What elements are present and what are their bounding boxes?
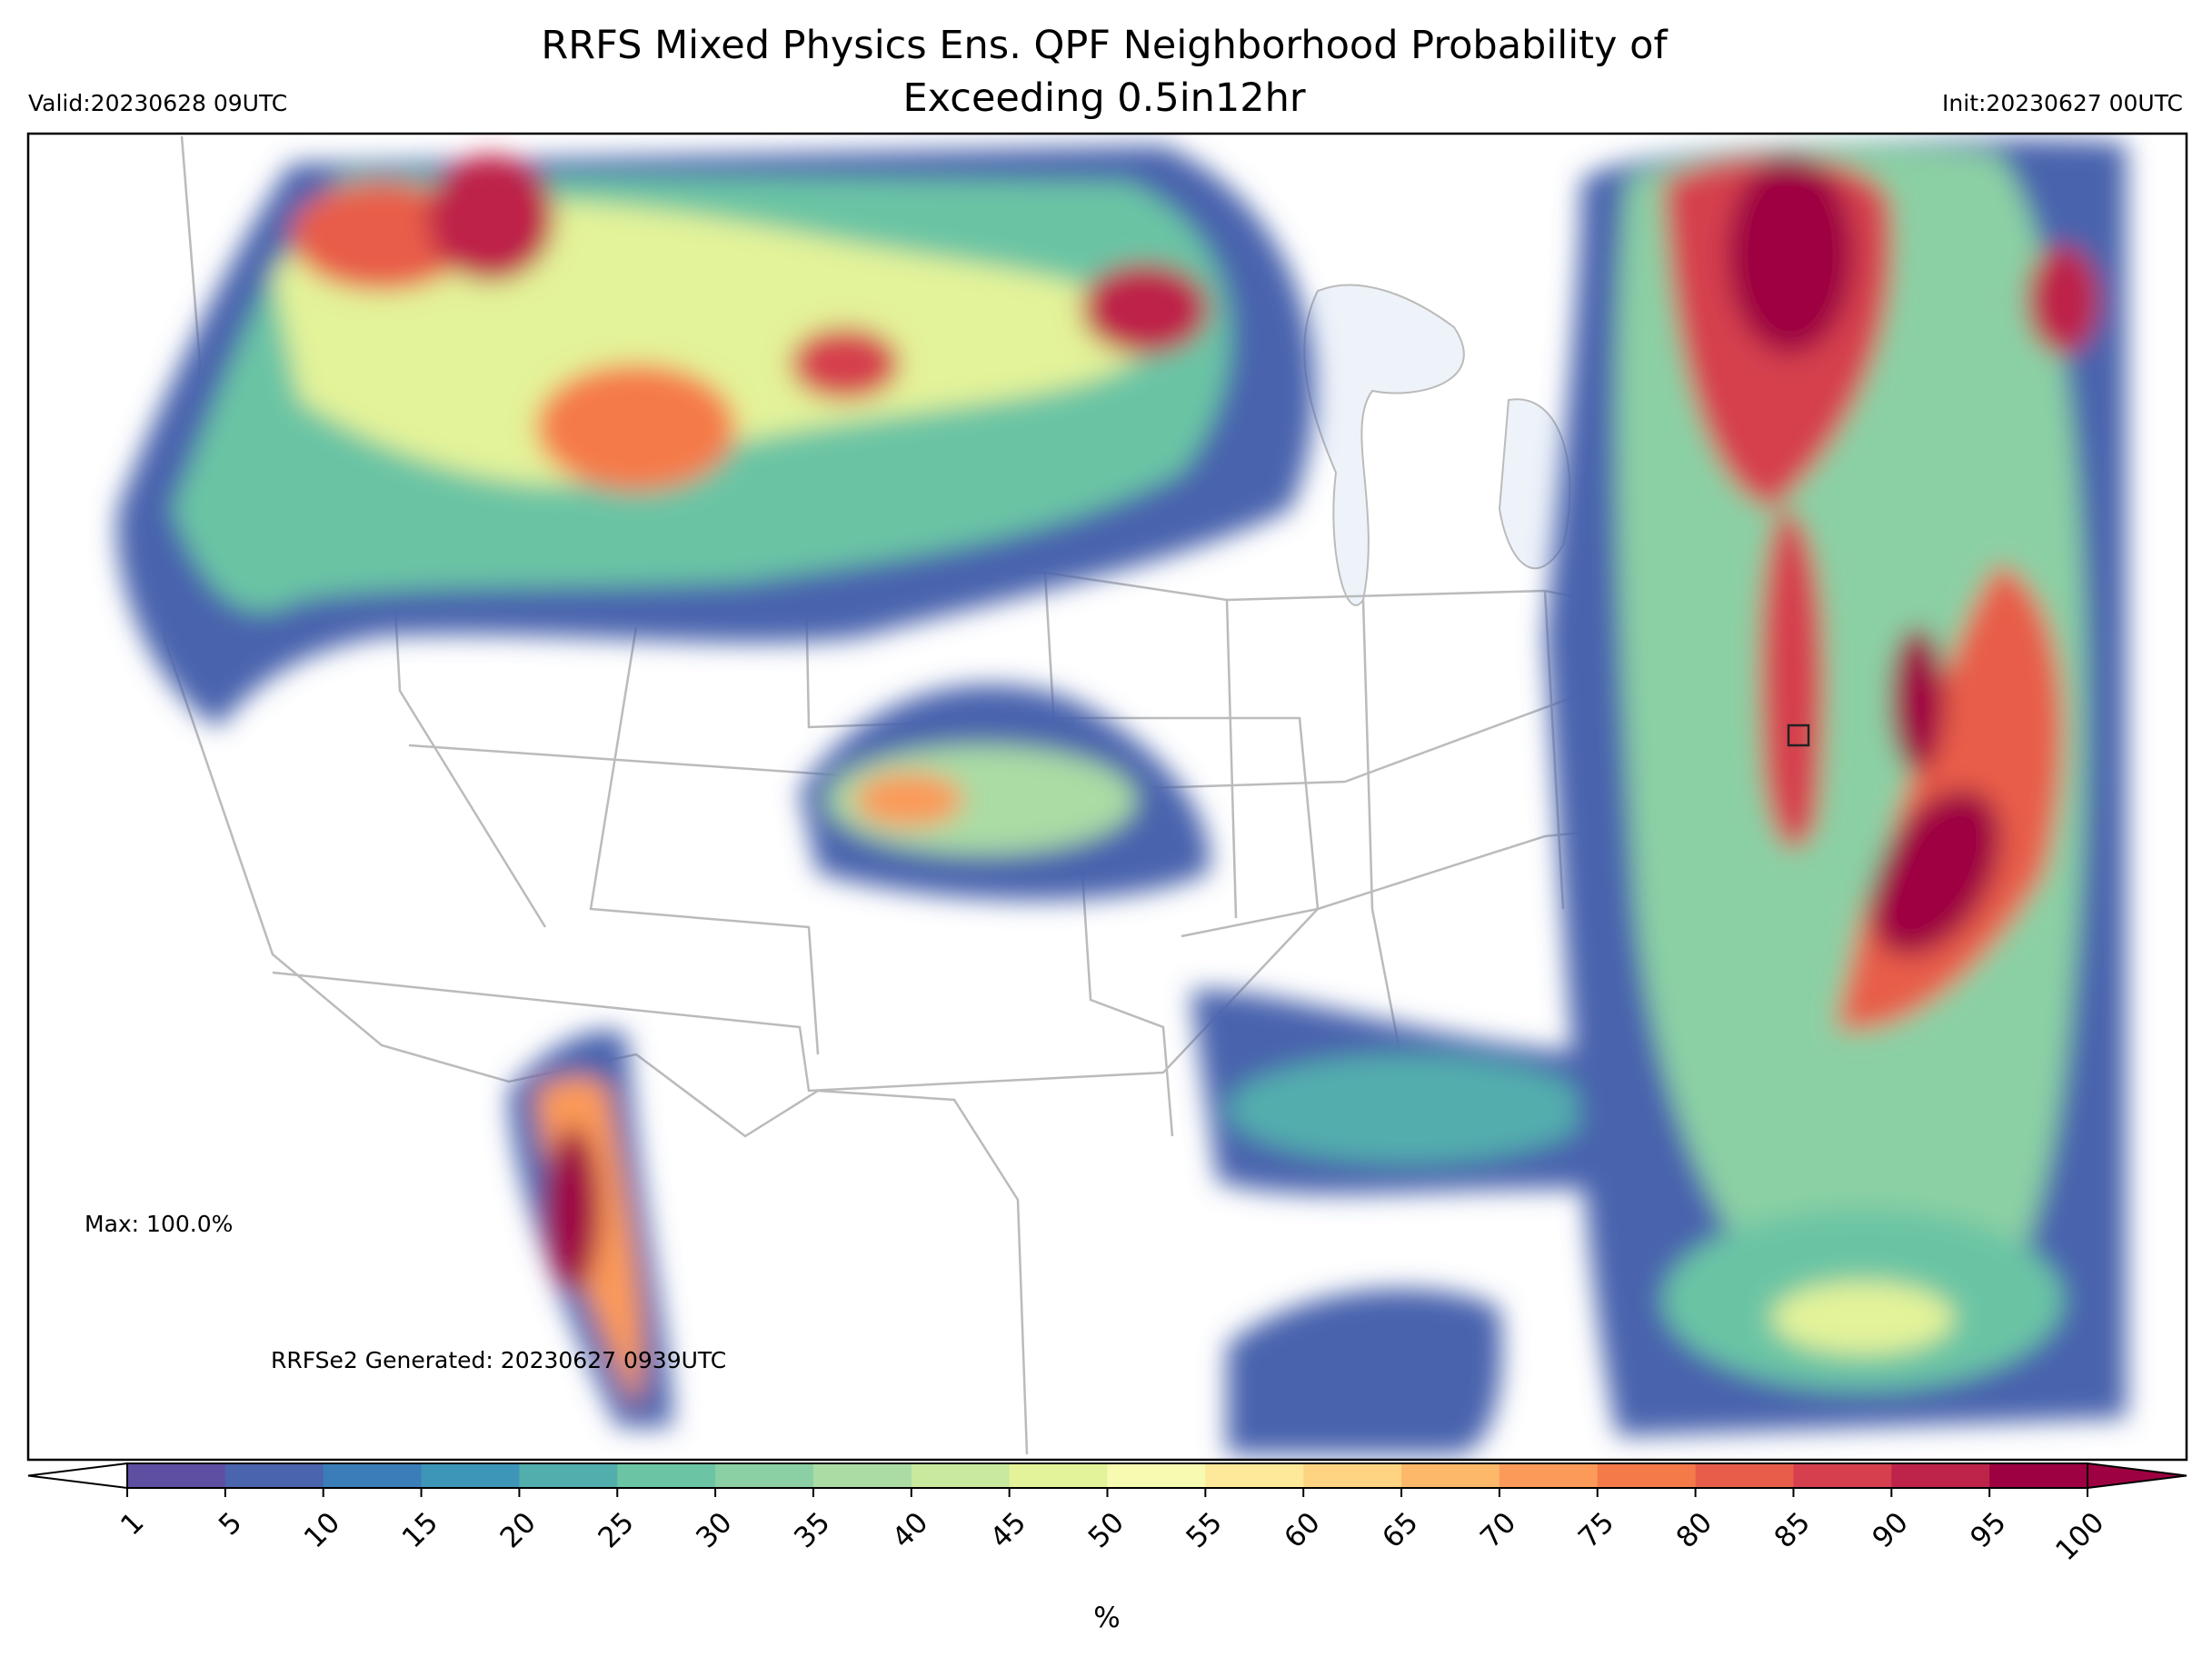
colorbar-segment xyxy=(421,1463,520,1488)
colorbar-tick-label: 70 xyxy=(1474,1506,1522,1554)
colorbar-label: % xyxy=(1093,1602,1120,1634)
colorbar-tick-label: 55 xyxy=(1180,1506,1228,1554)
colorbar-tick-label: 65 xyxy=(1376,1506,1424,1554)
colorbar-segment xyxy=(1989,1463,2088,1488)
colorbar-segment xyxy=(1891,1463,1990,1488)
colorbar-segment xyxy=(812,1463,912,1488)
colorbar-segment xyxy=(617,1463,716,1488)
title-line: RRFS Mixed Physics Ens. QPF Neighborhood… xyxy=(541,23,1668,68)
colorbar-tick-label: 35 xyxy=(788,1506,836,1554)
colorbar-segment xyxy=(519,1463,618,1488)
colorbar-segment xyxy=(1205,1463,1304,1488)
colorbar-tick-label: 95 xyxy=(1964,1506,2012,1554)
colorbar-tick-label: 40 xyxy=(886,1506,934,1554)
colorbar-segment xyxy=(1695,1463,1794,1488)
colorbar-over xyxy=(2087,1462,2187,1490)
map-frame xyxy=(26,132,2188,1462)
colorbar-segment xyxy=(1107,1463,1206,1488)
colorbar: 1 5 10 15 20 25 30 35 40 45 50 55 60 65 70 75 80 85 90 95 10… xyxy=(27,1462,2187,1567)
colorbar-tick-label: 85 xyxy=(1769,1506,1817,1554)
colorbar-segment xyxy=(1009,1463,1108,1488)
colorbar-tick-label: 90 xyxy=(1866,1506,1914,1554)
map xyxy=(28,134,2187,1460)
max-label: Max: 100.0% xyxy=(85,1211,233,1237)
colorbar-segment xyxy=(224,1463,324,1488)
colorbar-tick-label: 50 xyxy=(1082,1506,1131,1554)
colorbar-under xyxy=(27,1462,128,1490)
colorbar-segment xyxy=(127,1463,226,1488)
colorbar-tick-label: 60 xyxy=(1278,1506,1326,1554)
colorbar-tick-label: 20 xyxy=(494,1506,543,1554)
colorbar-segment xyxy=(1303,1463,1402,1488)
colorbar-tick-label: 75 xyxy=(1572,1506,1620,1554)
colorbar-segment xyxy=(911,1463,1011,1488)
probability-field xyxy=(116,138,2127,1454)
colorbar-segment xyxy=(1401,1463,1500,1488)
colorbar-tick-label: 10 xyxy=(298,1506,346,1554)
colorbar-segment xyxy=(1499,1463,1599,1488)
colorbar-tick-label: 1 xyxy=(115,1506,150,1542)
colorbar-tick-label: 45 xyxy=(984,1506,1032,1554)
colorbar-tick-label: 30 xyxy=(690,1506,738,1554)
valid-time: Valid:20230628 09UTC xyxy=(28,90,287,116)
colorbar-tick-label: 5 xyxy=(213,1506,248,1542)
colorbar-segment xyxy=(1793,1463,1892,1488)
colorbar-segment xyxy=(323,1463,423,1488)
generated-label: RRFSe2 Generated: 20230627 0939UTC xyxy=(271,1347,726,1373)
colorbar-segment xyxy=(1597,1463,1697,1488)
colorbar-tick-label: 100 xyxy=(2049,1506,2110,1567)
colorbar-tick-label: 80 xyxy=(1670,1506,1719,1554)
colorbar-segment xyxy=(715,1463,814,1488)
colorbar-tick-label: 15 xyxy=(396,1506,444,1554)
title-line: Exceeding 0.5in12hr xyxy=(902,75,1305,121)
init-time: Init:20230627 00UTC xyxy=(1942,90,2183,116)
colorbar-tick-label: 25 xyxy=(592,1506,640,1554)
